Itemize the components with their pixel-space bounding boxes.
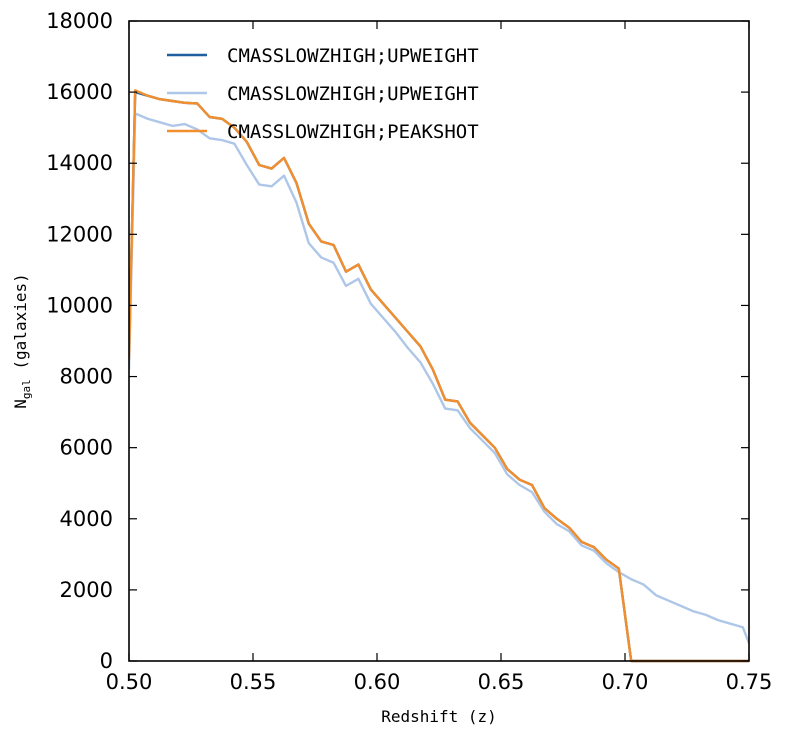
x-tick-label: 0.70: [602, 670, 649, 694]
x-tick-label: 0.55: [230, 670, 277, 694]
y-tick-label: 18000: [46, 9, 113, 33]
y-axis-label-subscript: gal: [20, 379, 33, 399]
y-axis-label-main: N: [11, 399, 30, 409]
y-tick-label: 2000: [60, 578, 113, 602]
y-tick-label: 10000: [46, 293, 113, 317]
y-tick-label: 8000: [60, 365, 113, 389]
series-layer: [129, 89, 749, 663]
legend-label: CMASSLOWZHIGH;UPWEIGHT: [227, 83, 479, 105]
y-tick-label: 0: [100, 649, 113, 673]
y-tick-label: 12000: [46, 222, 113, 246]
ticks-layer: 0.50 0.55 0.60 0.65 0.70 0.75 0 2000 4000 6000 800…: [46, 9, 772, 694]
y-tick-label: 14000: [46, 151, 113, 175]
legend-label: CMASSLOWZHIGH;UPWEIGHT: [227, 45, 479, 67]
y-tick-label: 4000: [60, 507, 113, 531]
series-line-3: [129, 89, 749, 663]
legend-label: CMASSLOWZHIGH;PEAKSHOT: [227, 121, 479, 143]
x-tick-label: 0.75: [726, 670, 773, 694]
legend: CMASSLOWZHIGH;UPWEIGHT CMASSLOWZHIGH;UPWE…: [167, 45, 479, 143]
axes-frame: [128, 20, 750, 662]
y-tick-label: 6000: [60, 436, 113, 460]
y-tick-label: 16000: [46, 80, 113, 104]
x-axis-label: Redshift (z): [381, 707, 497, 726]
series-line-1: [129, 90, 749, 663]
x-tick-label: 0.50: [106, 670, 153, 694]
y-axis-label: Ngal (galaxies): [11, 273, 33, 408]
x-tick-label: 0.65: [478, 670, 525, 694]
y-axis-label-rest: (galaxies): [11, 273, 30, 379]
series-line-2: [129, 112, 749, 644]
x-tick-label: 0.60: [354, 670, 401, 694]
